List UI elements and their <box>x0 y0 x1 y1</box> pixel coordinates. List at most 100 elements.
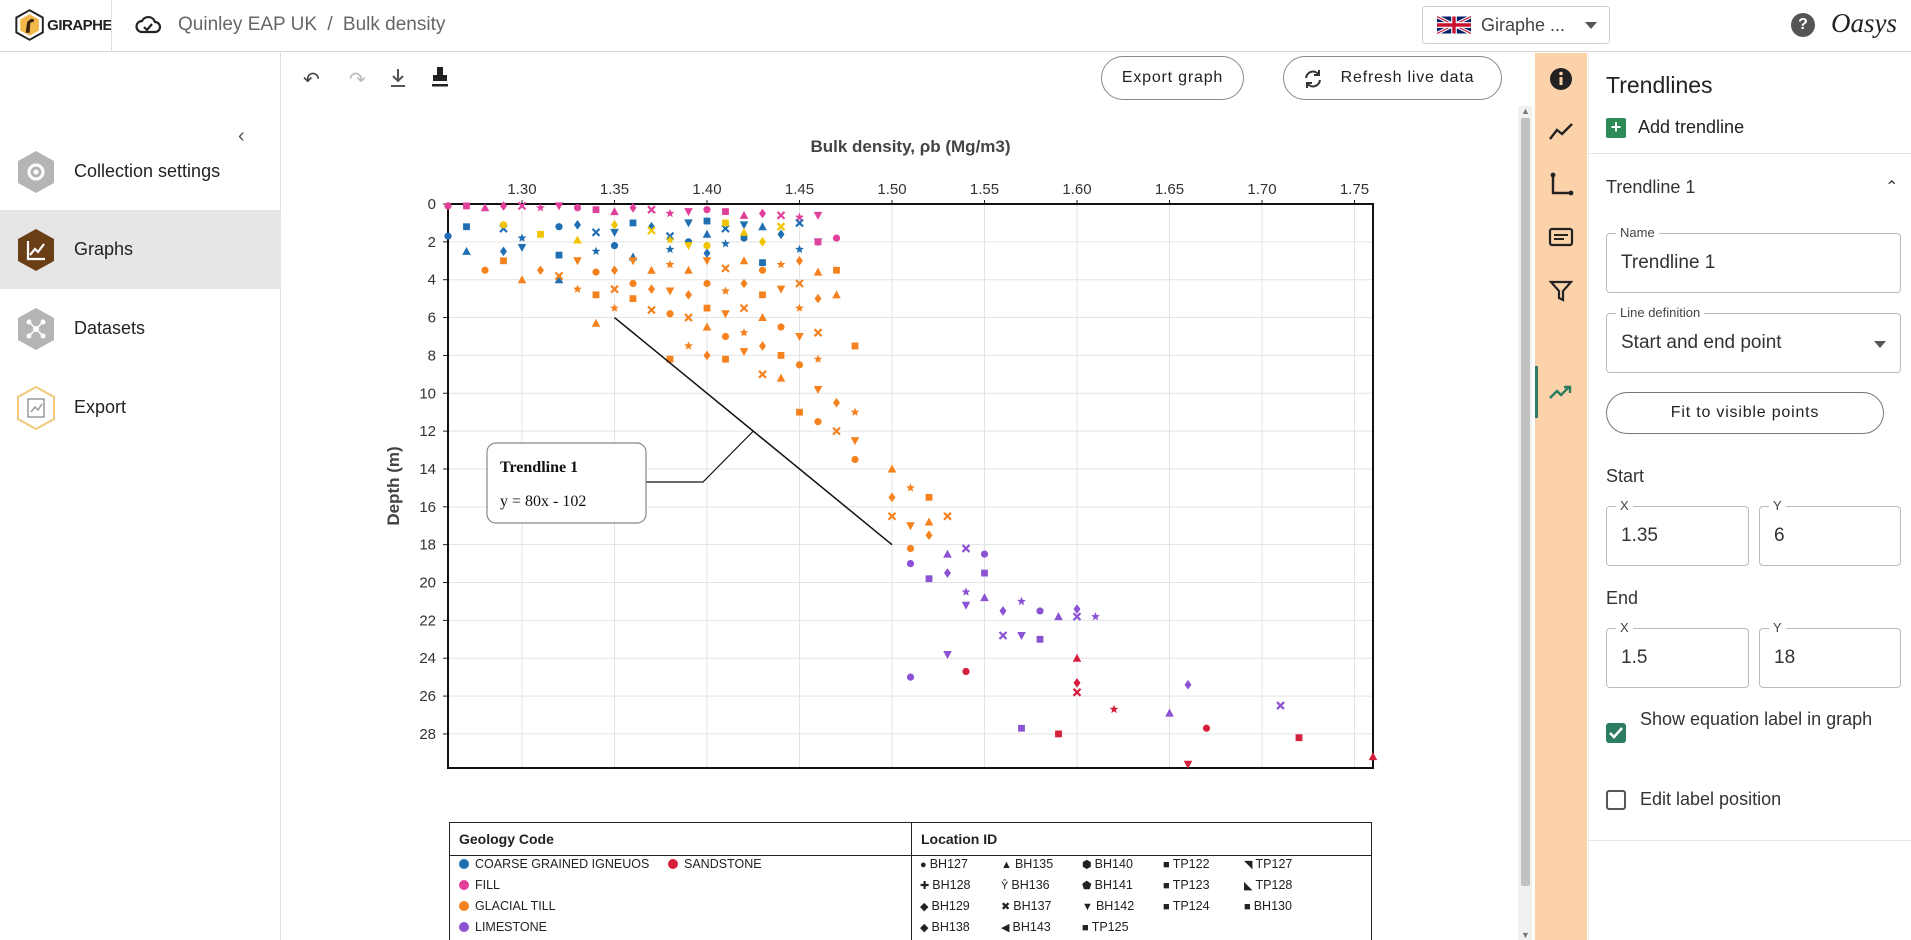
trendline-section-title[interactable]: Trendline 1 <box>1606 177 1696 197</box>
legend-geology-item[interactable]: COARSE GRAINED IGNEUOS <box>459 857 649 871</box>
data-point <box>554 202 564 211</box>
legend-location-item[interactable]: ● BH127 <box>920 857 968 871</box>
download-icon[interactable] <box>389 67 407 89</box>
legend-location-item[interactable]: ✖ BH137 <box>1001 899 1052 913</box>
data-point <box>1183 760 1193 769</box>
data-point <box>832 290 841 299</box>
scrollbar-thumb[interactable] <box>1521 118 1530 886</box>
legend-location-item[interactable]: ◣ TP128 <box>1244 878 1292 892</box>
legend-location-item[interactable]: ✚ BH128 <box>920 878 971 892</box>
graph-canvas[interactable]: 1.30 1.35 1.40 1.45 1.50 1.55 1.60 1.65 1.70 1.75… <box>282 106 1516 940</box>
panel-title: Trendlines <box>1606 72 1713 98</box>
stamp-icon[interactable] <box>430 65 450 89</box>
series-icon[interactable] <box>1548 119 1574 145</box>
start-x-field[interactable]: X 1.35 <box>1606 498 1749 566</box>
legend-location-item[interactable]: ◆ BH138 <box>920 920 970 934</box>
sidebar-item-export[interactable]: Export <box>0 368 281 447</box>
legend-location-item[interactable]: ■ TP123 <box>1163 878 1210 892</box>
end-x-field[interactable]: X 1.5 <box>1606 620 1749 688</box>
add-trendline-label: Add trendline <box>1638 117 1745 137</box>
data-point <box>851 455 859 464</box>
project-selector[interactable]: Giraphe ... <box>1422 6 1610 44</box>
legend-location-item[interactable]: ◥ TP127 <box>1244 857 1292 871</box>
export-graph-button[interactable]: Export graph <box>1101 56 1244 100</box>
graph-icon <box>18 228 54 271</box>
trendline-label-leader <box>646 430 754 483</box>
scatter-chart[interactable]: 1.30 1.35 1.40 1.45 1.50 1.55 1.60 1.65 1.70 1.75… <box>282 106 1516 940</box>
fit-to-visible-points-button[interactable]: Fit to visible points <box>1606 392 1884 434</box>
legend-location-item[interactable]: ■ TP124 <box>1163 899 1210 913</box>
export-icon <box>17 385 55 430</box>
add-trendline-button[interactable]: + Add trendline <box>1606 117 1744 138</box>
chart-legend: Geology Code Location ID COARSE GRAINED … <box>449 822 1372 940</box>
data-point <box>463 223 470 231</box>
legend-geology-item[interactable]: LIMESTONE <box>459 920 547 934</box>
y-tick-label: 8 <box>428 347 436 364</box>
scroll-up-arrow-icon[interactable]: ▲ <box>1521 106 1530 116</box>
data-point <box>887 512 897 521</box>
legend-geology-item[interactable]: FILL <box>459 878 500 892</box>
data-point <box>610 284 619 294</box>
legend-location-item[interactable]: ■ TP122 <box>1163 857 1210 871</box>
axes-icon[interactable] <box>1548 172 1574 198</box>
data-point <box>629 219 637 227</box>
end-y-field[interactable]: Y 18 <box>1759 620 1901 688</box>
data-point <box>573 235 582 244</box>
show-equation-checkbox[interactable] <box>1606 723 1626 743</box>
line-definition-select[interactable]: Line definition Start and end point <box>1606 305 1901 373</box>
redo-icon[interactable]: ↷ <box>349 69 366 91</box>
info-icon[interactable] <box>1548 66 1574 92</box>
data-point <box>684 242 693 251</box>
y-tick-label: 4 <box>428 272 436 289</box>
x-tick-label: 1.45 <box>785 181 814 198</box>
data-point <box>702 229 712 238</box>
legend-location-symbol: ■ <box>1082 922 1092 934</box>
legend-location-item[interactable]: ▼ BH142 <box>1082 899 1134 913</box>
data-point <box>962 667 970 676</box>
data-point <box>813 267 823 276</box>
data-point <box>906 522 915 531</box>
data-point <box>666 310 674 318</box>
data-point <box>1368 752 1378 761</box>
legend-location-item[interactable]: ▲ BH135 <box>1001 857 1053 871</box>
data-point <box>833 266 840 274</box>
giraphe-logo[interactable]: GIRAPHE <box>14 4 112 46</box>
legend-location-item[interactable]: ⬢ BH140 <box>1082 857 1133 871</box>
data-point <box>1018 724 1025 732</box>
breadcrumb-project[interactable]: Quinley EAP UK <box>178 14 318 35</box>
sidebar-item-label: Graphs <box>74 239 134 259</box>
x-tick-label: 1.70 <box>1247 181 1276 198</box>
help-icon[interactable]: ? <box>1791 13 1815 37</box>
data-point <box>555 223 563 231</box>
trendline-icon[interactable] <box>1548 379 1574 405</box>
undo-icon[interactable]: ↶ <box>303 69 320 91</box>
data-point <box>555 251 563 259</box>
refresh-live-data-button[interactable]: Refresh live data <box>1283 56 1502 100</box>
edit-label-position-checkbox[interactable] <box>1606 790 1626 810</box>
vertical-scrollbar[interactable]: ▲ ▼ <box>1518 106 1532 940</box>
legend-location-item[interactable]: ◀ BH143 <box>1001 920 1051 934</box>
filter-icon[interactable] <box>1548 278 1574 304</box>
legend-location-item[interactable]: ◆ BH129 <box>920 899 970 913</box>
chevron-up-icon[interactable]: ⌃ <box>1885 179 1899 196</box>
name-field[interactable]: Name Trendline 1 <box>1606 225 1901 293</box>
legend-location-item[interactable]: ⬟ BH141 <box>1082 878 1133 892</box>
legend-location-label: BH130 <box>1253 899 1292 913</box>
data-point <box>998 631 1008 640</box>
legend-location-item[interactable]: Ŷ BH136 <box>1001 878 1050 892</box>
collapse-sidebar-icon[interactable]: ‹ <box>238 125 245 147</box>
sidebar-item-graphs[interactable]: Graphs <box>0 210 281 289</box>
legend-location-item[interactable]: ■ BH130 <box>1244 899 1292 913</box>
scroll-down-arrow-icon[interactable]: ▼ <box>1521 930 1530 940</box>
data-point <box>500 257 507 265</box>
legend-icon[interactable] <box>1548 225 1574 251</box>
chevron-down-icon <box>1585 22 1597 29</box>
legend-geology-item[interactable]: SANDSTONE <box>668 857 762 871</box>
legend-location-label: BH142 <box>1095 899 1135 913</box>
sidebar-item-datasets[interactable]: Datasets <box>0 289 281 368</box>
cloud-sync-icon[interactable] <box>135 14 161 36</box>
sidebar-item-collection-settings[interactable]: Collection settings <box>0 132 281 211</box>
start-y-field[interactable]: Y 6 <box>1759 498 1901 566</box>
legend-location-item[interactable]: ■ TP125 <box>1082 920 1129 934</box>
legend-geology-item[interactable]: GLACIAL TILL <box>459 899 556 913</box>
